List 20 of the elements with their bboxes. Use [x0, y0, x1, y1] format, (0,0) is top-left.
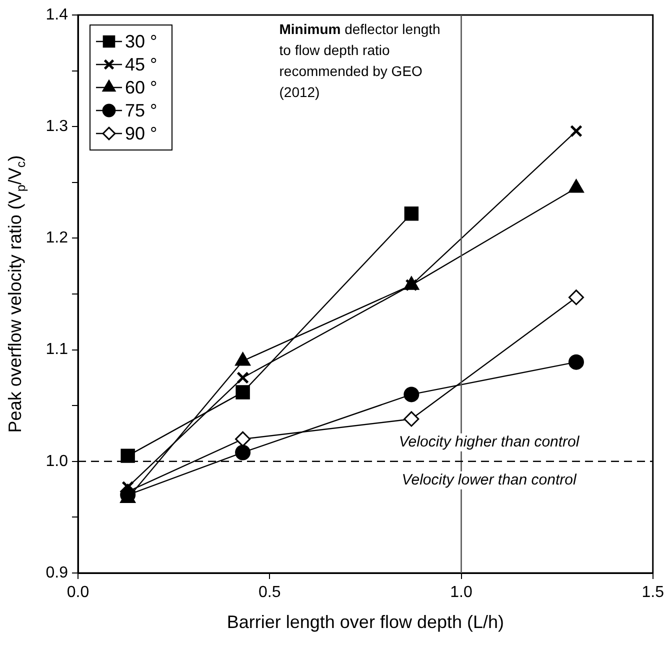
x-axis-title: Barrier length over flow depth (L/h)	[226, 612, 504, 632]
y-tick-label: 1.4	[46, 6, 68, 24]
legend-label: 90 °	[125, 123, 158, 144]
x-tick-label: 1.5	[642, 584, 664, 602]
x-tick-label: 1.0	[450, 584, 472, 602]
y-tick-label: 1.0	[46, 452, 68, 470]
legend-label: 60 °	[125, 77, 158, 98]
x-tick-label: 0.5	[258, 584, 281, 602]
y-tick-label: 0.9	[46, 564, 68, 582]
annotation: Velocity higher than control	[398, 434, 580, 451]
x-tick-label: 0.0	[66, 584, 90, 602]
annotation: Velocity lower than control	[402, 472, 577, 489]
y-axis-title: Peak overflow velocity ratio (Vp/Vc)	[4, 155, 28, 433]
y-tick-label: 1.1	[46, 341, 68, 358]
legend-label: 45 °	[125, 54, 158, 74]
y-tick-label: 1.3	[46, 118, 68, 136]
legend-label: 75 °	[125, 100, 158, 120]
y-tick-label: 1.2	[46, 230, 68, 247]
text: Minimum deflector length to flow depth ratio recommended by GEO (2012)	[279, 20, 440, 100]
legend-label: 30 °	[125, 31, 158, 52]
